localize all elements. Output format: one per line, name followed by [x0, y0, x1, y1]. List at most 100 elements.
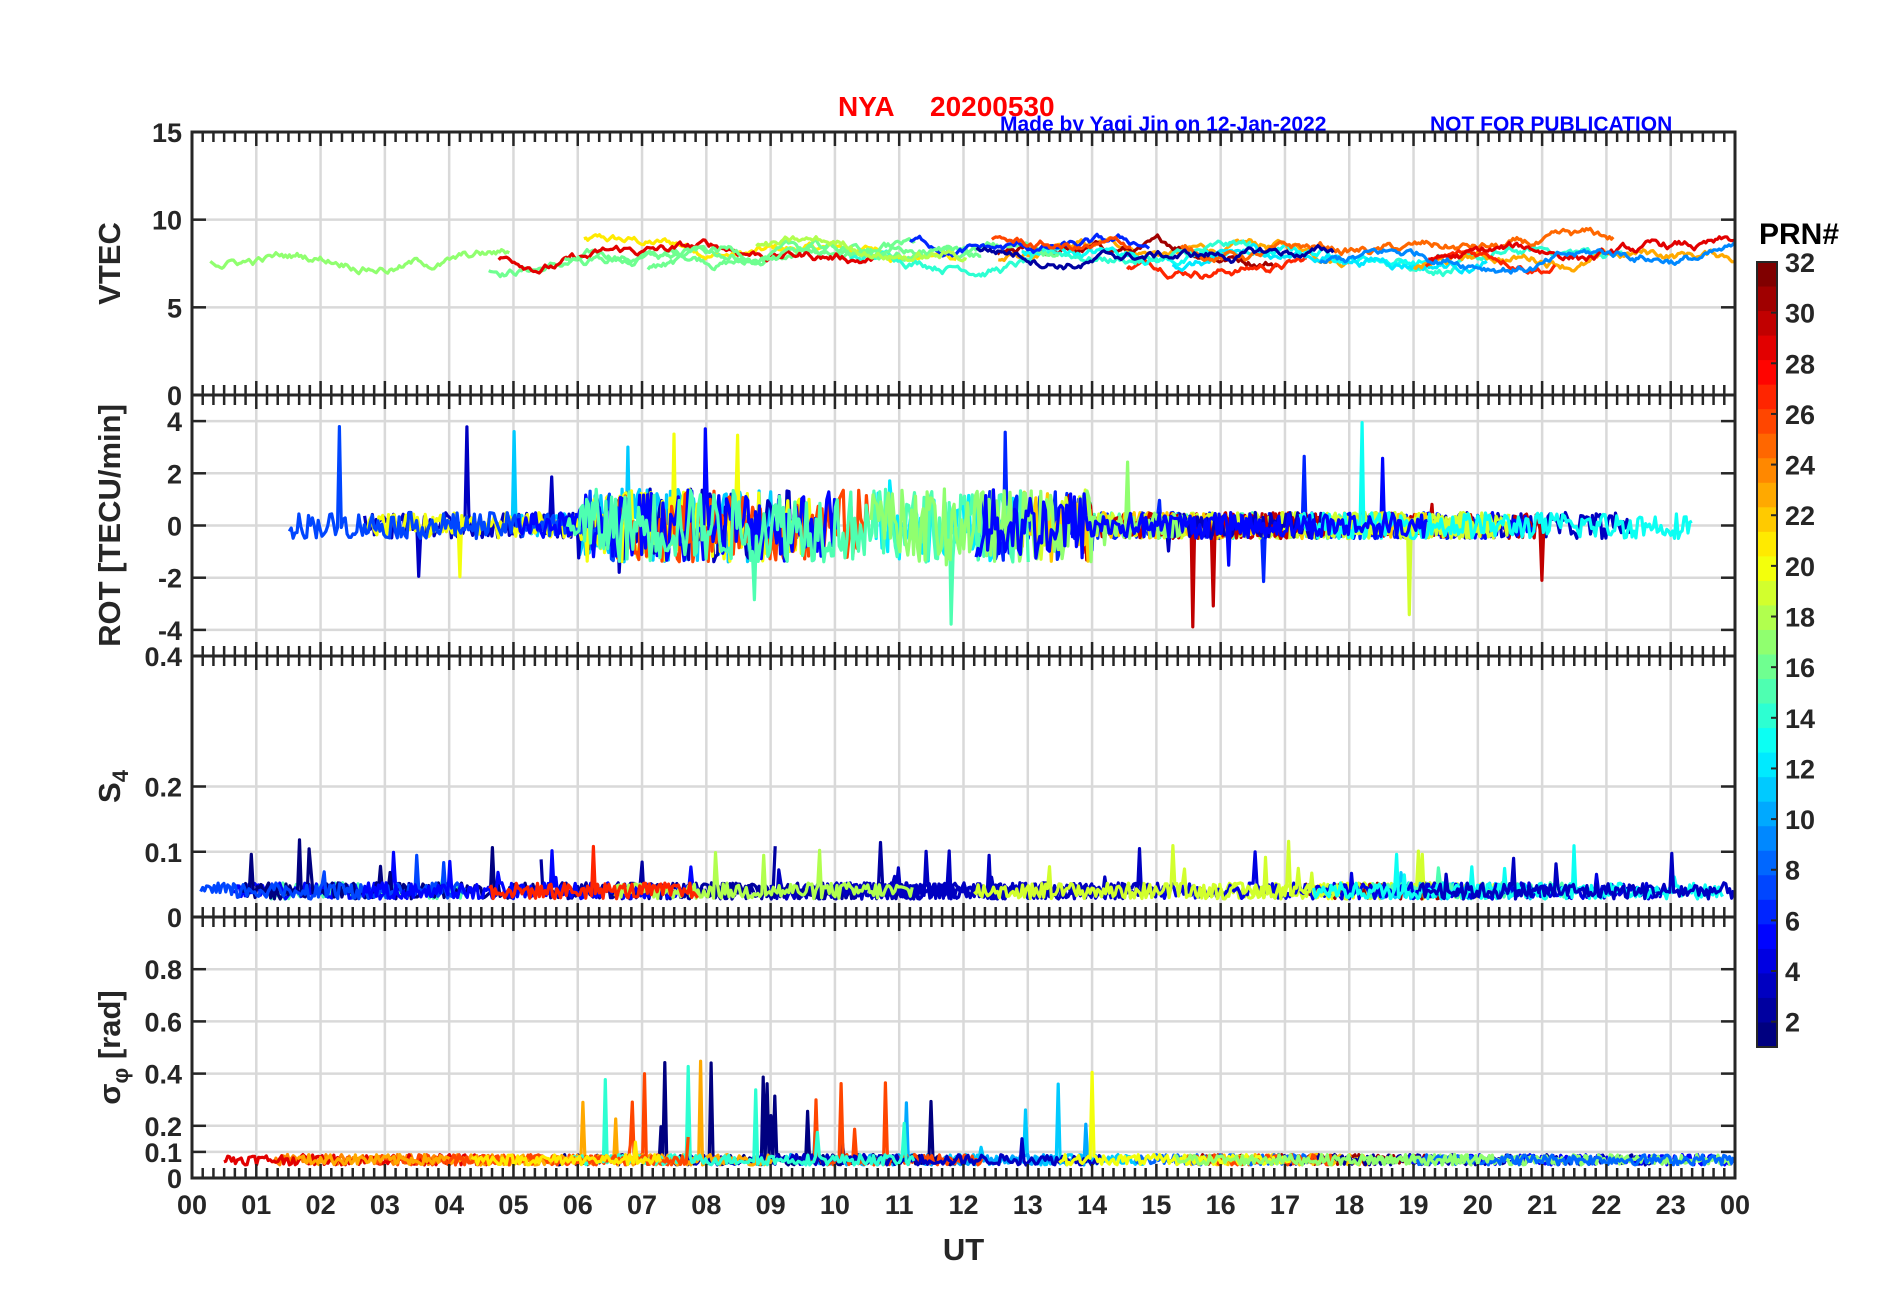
y-tick-label: 0	[167, 903, 182, 933]
colorbar-tick-label: 26	[1785, 400, 1815, 430]
colorbar-segment	[1757, 899, 1777, 925]
series-line-prn	[1415, 1153, 1735, 1167]
series-line-prn	[199, 853, 467, 901]
colorbar-segment	[1757, 458, 1777, 484]
panel-rot: -4 -2 0 2 4 ROT [TECU/min]	[92, 393, 1737, 658]
y-tick-label: 0	[167, 381, 182, 411]
colorbar-tick-label: 14	[1785, 704, 1815, 734]
colorbar-segment	[1757, 752, 1777, 778]
y-tick-label: 0.1	[144, 838, 182, 868]
colorbar-segment	[1757, 433, 1777, 459]
series-line-prn	[1318, 241, 1735, 275]
colorbar-segment	[1757, 311, 1777, 337]
x-tick-label: 17	[1270, 1190, 1300, 1220]
panel-s4: 0 0.1 0.2 0.4 S4	[92, 642, 1737, 933]
colorbar-segment	[1757, 777, 1777, 803]
colorbar-segment	[1757, 384, 1777, 410]
colorbar-tick-label: 12	[1785, 754, 1815, 784]
y-axis-label: σφ [rad]	[92, 990, 133, 1104]
x-tick-label: 00	[177, 1190, 207, 1220]
title-date: 20200530	[930, 91, 1055, 122]
series-line-prn	[646, 238, 1060, 271]
notice-text: NOT FOR PUBLICATION	[1430, 113, 1672, 136]
colorbar-tick-label: 32	[1785, 248, 1815, 278]
y-tick-label: 0.2	[144, 773, 182, 803]
x-tick-label: 07	[627, 1190, 657, 1220]
colorbar-segment	[1757, 948, 1777, 975]
x-tick-label: 12	[948, 1190, 978, 1220]
colorbar-tick-label: 18	[1785, 603, 1815, 633]
x-axis: 00 01 02 03 04 05 06 07 08 09 10 11 12 13 14 15 16 17 18 19…	[177, 1190, 1750, 1267]
series-line-prn	[990, 235, 1132, 252]
colorbar-segment	[1757, 875, 1777, 901]
x-tick-label: 13	[1013, 1190, 1043, 1220]
x-tick-label: 04	[434, 1190, 464, 1220]
colorbar-segment	[1757, 531, 1777, 557]
panel-vtec: 0 5 10 15 VTEC	[92, 118, 1737, 411]
colorbar-segment	[1757, 801, 1777, 827]
x-tick-label: 08	[691, 1190, 721, 1220]
x-tick-label: 20	[1463, 1190, 1493, 1220]
x-axis-label: UT	[943, 1232, 984, 1267]
series-line-prn	[296, 1059, 774, 1167]
x-tick-label: 06	[563, 1190, 593, 1220]
series-group	[287, 421, 1693, 629]
colorbar-segment	[1757, 605, 1777, 631]
colorbar-segment	[1757, 826, 1777, 852]
colorbar-segment	[1757, 1022, 1777, 1048]
colorbar-tick-label: 24	[1785, 451, 1815, 481]
series-line-prn	[1151, 850, 1668, 901]
y-tick-label: 10	[152, 206, 182, 236]
colorbar-tick-label: 22	[1785, 501, 1815, 531]
x-tick-label: 00	[1720, 1190, 1750, 1220]
x-tick-label: 14	[1077, 1190, 1107, 1220]
title-station: NYA	[838, 91, 895, 122]
x-tick-label: 03	[370, 1190, 400, 1220]
colorbar-segment	[1757, 507, 1777, 533]
x-tick-label: 19	[1399, 1190, 1429, 1220]
x-tick-label: 18	[1334, 1190, 1364, 1220]
x-tick-label: 01	[241, 1190, 271, 1220]
y-tick-label: 0.4	[144, 642, 182, 672]
colorbar-segment	[1757, 728, 1777, 754]
colorbar-segment	[1757, 556, 1777, 582]
y-tick-label: -2	[158, 564, 182, 594]
colorbar-segment	[1757, 629, 1777, 656]
colorbar-segment	[1757, 580, 1777, 607]
series-line-prn	[1298, 421, 1693, 541]
x-tick-label: 10	[820, 1190, 850, 1220]
series-line-prn	[1417, 851, 1735, 901]
colorbar-segment	[1757, 409, 1777, 435]
y-tick-label: 0	[167, 1164, 182, 1194]
y-tick-label: 0.1	[144, 1138, 182, 1168]
colorbar-tick-label: 16	[1785, 653, 1815, 683]
y-tick-label: 15	[152, 118, 182, 148]
colorbar-tick-label: 4	[1785, 957, 1800, 987]
series-line-prn	[1125, 256, 1307, 280]
colorbar-segment	[1757, 482, 1777, 508]
x-tick-label: 16	[1206, 1190, 1236, 1220]
colorbar-segment	[1757, 850, 1777, 876]
y-tick-label: -4	[158, 616, 182, 646]
colorbar-segment	[1757, 262, 1777, 288]
series-line-prn	[973, 839, 1341, 901]
x-tick-label: 09	[756, 1190, 786, 1220]
series-line-prn	[209, 248, 511, 276]
series-line-prn	[974, 488, 1428, 567]
y-tick-label: 2	[167, 459, 182, 489]
colorbar-tick-label: 10	[1785, 805, 1815, 835]
colorbar-tick-label: 30	[1785, 299, 1815, 329]
colorbar-tick-label: 28	[1785, 349, 1815, 379]
x-tick-label: 11	[885, 1190, 914, 1220]
colorbar-segment	[1757, 679, 1777, 705]
series-line-prn	[563, 239, 982, 268]
x-tick-label: 02	[306, 1190, 336, 1220]
y-tick-label: 4	[167, 407, 182, 437]
colorbar-segment	[1757, 335, 1777, 361]
y-tick-label: 0.6	[144, 1007, 182, 1037]
colorbar-frame	[1756, 261, 1778, 1048]
colorbar-tick-label: 20	[1785, 552, 1815, 582]
